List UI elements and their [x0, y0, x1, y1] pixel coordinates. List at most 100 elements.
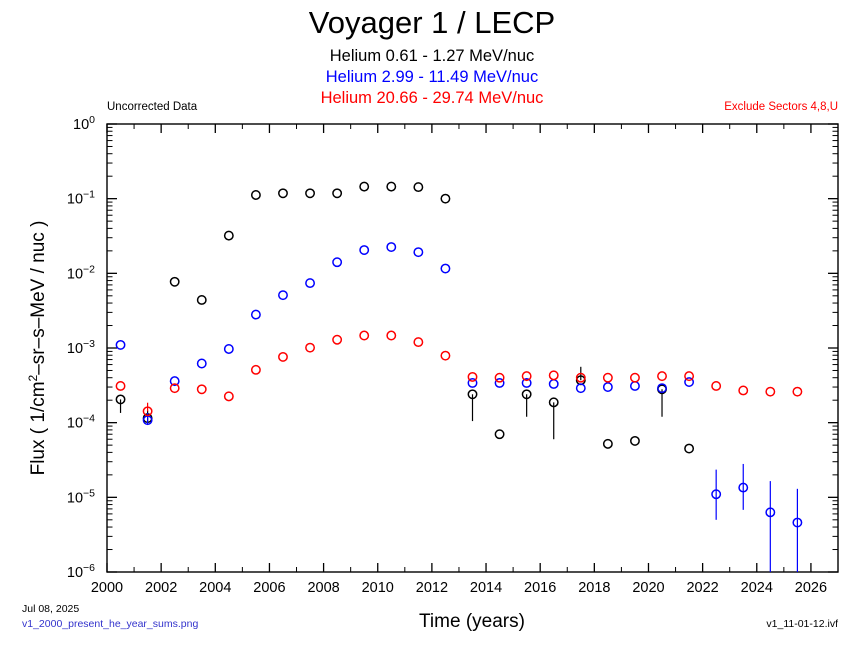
data-point: [738, 482, 749, 493]
data-point: [332, 334, 343, 345]
data-point: [359, 245, 370, 256]
data-point: [792, 386, 803, 397]
data-point: [602, 438, 613, 449]
data-point: [250, 364, 261, 375]
data-point: [115, 339, 126, 350]
data-point: [602, 382, 613, 392]
x-tick-label: 2008: [307, 580, 339, 596]
data-point: [657, 383, 667, 394]
data-point: [305, 342, 316, 353]
data-point: [494, 378, 505, 388]
data-point: [250, 309, 261, 320]
data-point: [738, 385, 749, 396]
data-point: [467, 378, 478, 388]
data-point: [440, 263, 451, 274]
y-tick-label: 10−4: [67, 413, 95, 432]
data-point: [359, 330, 370, 341]
data-point: [413, 247, 424, 258]
data-point: [575, 372, 586, 383]
data-point: [684, 443, 695, 454]
data-point: [765, 386, 776, 397]
data-point: [792, 517, 803, 528]
x-tick-label: 2004: [199, 580, 231, 596]
data-point: [278, 351, 288, 362]
data-point: [602, 372, 613, 383]
data-point: [305, 278, 316, 289]
data-point: [765, 507, 776, 518]
x-tick-label: 2026: [795, 580, 827, 596]
x-axis-label: Time (years): [419, 611, 525, 632]
data-point: [223, 230, 234, 241]
data-point: [250, 190, 261, 200]
footer-right-label: v1_11-01-12.ivf: [766, 618, 838, 630]
data-point: [386, 330, 397, 341]
series-1: [115, 242, 803, 572]
x-tick-label: 2014: [470, 580, 502, 596]
y-tick-label: 10−1: [67, 189, 95, 208]
axes-layer: 2000 2002 2004 2006 2008 2010 2012 2014 2016 2018…: [67, 114, 839, 596]
series-0: [115, 181, 695, 454]
y-axis-label: Flux ( 1/cm2–sr–s–MeV / nuc ): [26, 221, 49, 476]
data-point: [169, 383, 180, 394]
data-point: [413, 337, 424, 348]
data-point: [684, 377, 695, 387]
x-tick-label: 2010: [362, 580, 394, 596]
series-2: [115, 330, 803, 417]
data-point: [196, 295, 207, 305]
uncorrected-data-note: Uncorrected Data: [107, 101, 198, 113]
data-point: [711, 381, 722, 391]
data-point: [223, 391, 234, 402]
exclude-sectors-note: Exclude Sectors 4,8,U: [724, 101, 838, 113]
data-point: [629, 435, 640, 446]
data-point: [548, 397, 559, 408]
y-tick-label: 10−6: [67, 562, 95, 581]
data-point: [142, 406, 153, 417]
data-point: [386, 242, 397, 252]
x-tick-label: 2024: [741, 580, 773, 596]
data-point: [223, 344, 234, 354]
data-layer: [115, 181, 803, 572]
data-point: [494, 372, 505, 383]
x-tick-label: 2012: [416, 580, 448, 596]
data-point: [115, 381, 126, 391]
data-point: [115, 394, 126, 405]
data-point: [494, 429, 505, 440]
data-point: [169, 376, 180, 387]
x-tick-label: 2000: [91, 580, 123, 596]
data-point: [278, 290, 288, 301]
y-tick-label: 10−5: [67, 487, 95, 506]
data-point: [305, 188, 316, 199]
x-tick-label: 2020: [632, 580, 664, 596]
data-point: [684, 371, 695, 382]
data-point: [413, 182, 424, 193]
y-tick-label: 10−2: [67, 263, 95, 282]
legend-entry-black: Helium 0.61 - 1.27 MeV/nuc: [330, 47, 535, 65]
x-tick-label: 2016: [524, 580, 556, 596]
data-point: [169, 276, 180, 287]
data-point: [548, 370, 559, 381]
y-axis-label-group: Flux ( 1/cm2–sr–s–MeV / nuc ): [26, 221, 49, 476]
x-tick-label: 2018: [578, 580, 610, 596]
data-point: [521, 378, 532, 388]
data-point: [332, 188, 343, 199]
data-point: [657, 371, 667, 382]
footer-date: Jul 08, 2025: [22, 603, 79, 615]
y-tick-label: 10−3: [67, 338, 95, 357]
legend-entry-blue: Helium 2.99 - 11.49 MeV/nuc: [326, 68, 538, 86]
data-point: [386, 181, 397, 192]
legend-entry-red: Helium 20.66 - 29.74 MeV/nuc: [321, 89, 544, 107]
data-point: [467, 389, 478, 400]
data-point: [196, 384, 207, 395]
y-tick-label: 100: [73, 114, 95, 133]
data-point: [332, 257, 343, 268]
data-point: [521, 389, 532, 400]
data-point: [440, 193, 451, 204]
x-tick-label: 2002: [145, 580, 177, 596]
data-point: [359, 181, 370, 192]
data-point: [467, 371, 478, 382]
footer-filename: v1_2000_present_he_year_sums.png: [22, 618, 198, 630]
data-point: [521, 371, 532, 382]
